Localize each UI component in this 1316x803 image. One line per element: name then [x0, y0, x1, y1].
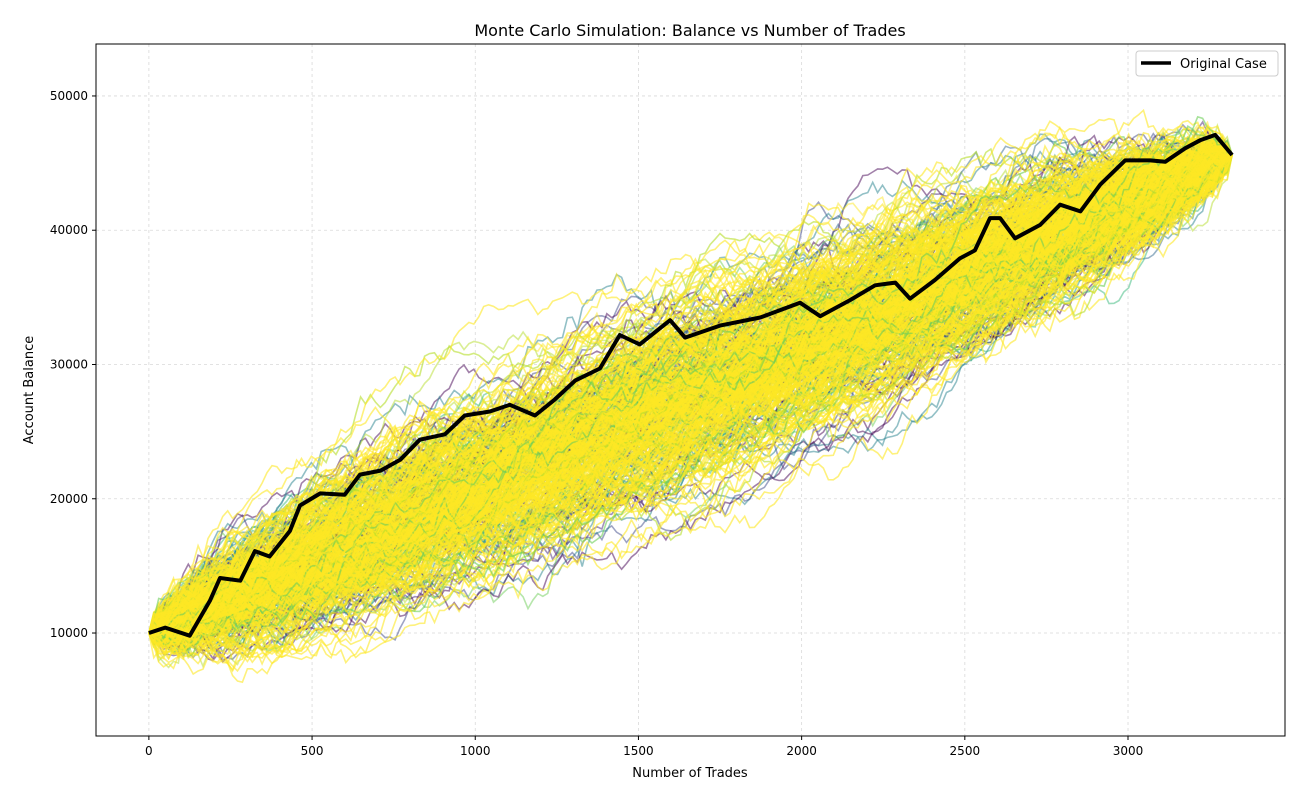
plot-frame — [95, 43, 1286, 737]
simulation-path — [148, 146, 1233, 634]
simulation-path — [148, 152, 1233, 634]
simulation-path — [148, 154, 1233, 661]
x-tick-label: 2000 — [786, 744, 817, 758]
simulation-path — [148, 151, 1233, 638]
simulation-path — [148, 154, 1233, 646]
simulation-path — [148, 144, 1233, 634]
x-tick-label: 2500 — [950, 744, 981, 758]
chart-title: Monte Carlo Simulation: Balance vs Numbe… — [474, 21, 905, 40]
y-tick-label: 10000 — [50, 626, 88, 640]
simulation-path — [148, 147, 1233, 641]
simulation-paths — [148, 108, 1233, 684]
simulation-path — [148, 145, 1233, 639]
y-tick-label: 20000 — [50, 492, 88, 506]
y-axis-ticks: 10000 20000 30000 40000 50000 — [50, 89, 96, 640]
simulation-path — [148, 153, 1233, 634]
y-tick-label: 50000 — [50, 89, 88, 103]
original-case-line — [148, 132, 1234, 638]
x-axis-label: Number of Trades — [632, 766, 748, 781]
simulation-path — [148, 152, 1233, 634]
simulation-path — [148, 147, 1233, 665]
simulation-path — [148, 148, 1233, 637]
simulation-path — [148, 139, 1233, 639]
x-tick-label: 1000 — [460, 744, 491, 758]
y-axis-label: Account Balance — [22, 336, 37, 444]
simulation-path — [148, 127, 1233, 640]
simulation-path — [148, 145, 1233, 634]
y-tick-label: 30000 — [50, 357, 88, 371]
x-tick-label: 3000 — [1113, 744, 1144, 758]
simulation-path — [148, 150, 1233, 636]
x-tick-label: 500 — [301, 744, 324, 758]
simulation-path — [148, 151, 1233, 646]
y-tick-label: 40000 — [50, 223, 88, 237]
simulation-path — [148, 149, 1233, 638]
legend-box — [1135, 50, 1279, 77]
x-axis-ticks: 0 500 1000 1500 2000 2500 3000 — [145, 736, 1143, 758]
legend-label-original-case: Original Case — [1180, 57, 1267, 72]
original-case-series — [148, 132, 1234, 638]
x-tick-label: 0 — [145, 744, 153, 758]
simulation-path — [148, 154, 1233, 647]
legend: Original Case — [1135, 50, 1279, 77]
x-tick-label: 1500 — [623, 744, 654, 758]
simulation-path — [148, 153, 1233, 634]
